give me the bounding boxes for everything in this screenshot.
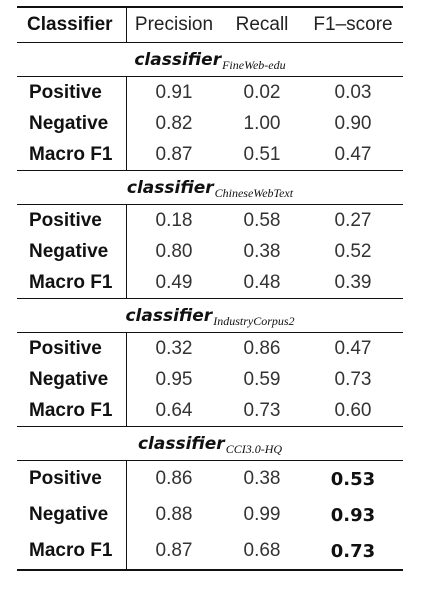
f1-cell: 0.52 [334,240,372,262]
row-label: Negative [17,108,127,139]
header-classifier: Classifier [17,8,127,42]
row-label: Macro F1 [17,533,127,569]
table-row: Positive 0.18 0.58 0.27 [17,205,403,236]
f1-cell: 0.27 [334,209,372,231]
precision-cell: 0.82 [155,112,193,134]
section-rule [17,170,403,171]
precision-cell: 0.18 [155,209,193,231]
precision-cell: 0.87 [155,540,193,561]
recall-cell: 0.99 [243,504,281,525]
table-row: Positive 0.91 0.02 0.03 [17,77,403,108]
f1-cell: 0.47 [334,337,372,359]
row-label: Positive [17,205,127,236]
table-row: Macro F1 0.49 0.48 0.39 [17,267,403,298]
section-rule [17,298,403,299]
top-rule [17,6,403,8]
row-label: Macro F1 [17,395,127,426]
section-rule [17,204,403,205]
header-f1-score: F1–score [313,14,393,35]
recall-cell: 0.86 [243,337,281,359]
table-row: Negative 0.95 0.59 0.73 [17,364,403,395]
row-label: Negative [17,236,127,267]
recall-cell: 0.38 [243,240,281,262]
results-table: Classifier Precision Recall F1–score cla… [17,6,403,571]
section-title-main: classifier [125,305,213,326]
section-title-sub: FineWeb-edu [222,58,286,72]
row-label: Macro F1 [17,267,127,298]
f1-cell: 0.73 [334,368,372,390]
row-label: Positive [17,77,127,108]
f1-cell: 0.03 [334,81,372,103]
table-row: Positive 0.32 0.86 0.47 [17,333,403,364]
section-body-cci3-hq: Positive 0.86 0.38 0.53 Negative 0.88 0.… [17,461,403,569]
table-row: Negative 0.80 0.38 0.52 [17,236,403,267]
section-title-main: classifier [137,433,225,454]
precision-cell: 0.95 [155,368,193,390]
table-row: Negative 0.88 0.99 0.93 [17,497,403,533]
row-label: Positive [17,333,127,364]
section-title-chinesewebtext: classifier ChineseWebText [17,171,403,204]
section-title-main: classifier [126,177,214,198]
table-row: Macro F1 0.64 0.73 0.60 [17,395,403,426]
precision-cell: 0.86 [155,468,193,489]
recall-cell: 0.38 [243,468,281,489]
section-title-industrycorpus2: classifier IndustryCorpus2 [17,299,403,332]
section-body-fineweb-edu: Positive 0.91 0.02 0.03 Negative 0.82 1.… [17,77,403,170]
row-label: Negative [17,364,127,395]
section-rule [17,460,403,461]
recall-cell: 1.00 [243,112,281,134]
header-row: Classifier Precision Recall F1–score [17,8,403,42]
section-rule [17,76,403,77]
table-row: Positive 0.86 0.38 0.53 [17,461,403,497]
recall-cell: 0.73 [243,399,281,421]
table-row: Macro F1 0.87 0.68 0.73 [17,533,403,569]
header-rule [17,42,403,43]
f1-cell: 0.90 [334,112,372,134]
section-body-industrycorpus2: Positive 0.32 0.86 0.47 Negative 0.95 0.… [17,333,403,426]
table-row: Negative 0.82 1.00 0.90 [17,108,403,139]
section-title-cci3-hq: classifier CCI3.0-HQ [17,427,403,460]
section-title-main: classifier [134,49,222,70]
table-row: Macro F1 0.87 0.51 0.47 [17,139,403,170]
recall-cell: 0.02 [243,81,281,103]
f1-cell-best: 0.73 [330,540,376,562]
precision-cell: 0.49 [155,271,193,293]
section-rule [17,332,403,333]
f1-cell-best: 0.93 [330,504,376,526]
row-label: Negative [17,497,127,533]
precision-cell: 0.87 [155,143,193,165]
section-body-chinesewebtext: Positive 0.18 0.58 0.27 Negative 0.80 0.… [17,205,403,298]
f1-cell: 0.60 [334,399,372,421]
row-label: Macro F1 [17,139,127,170]
section-title-sub: IndustryCorpus2 [213,314,295,328]
precision-cell: 0.32 [155,337,193,359]
precision-cell: 0.80 [155,240,193,262]
f1-cell: 0.39 [334,271,372,293]
recall-cell: 0.68 [243,540,281,561]
bottom-rule [17,569,403,571]
header-recall: Recall [235,14,289,35]
recall-cell: 0.59 [243,368,281,390]
section-rule [17,426,403,427]
section-title-sub: ChineseWebText [214,186,294,200]
recall-cell: 0.48 [243,271,281,293]
f1-cell-best: 0.53 [330,468,376,490]
precision-cell: 0.91 [155,81,193,103]
section-title-sub: CCI3.0-HQ [225,442,283,456]
precision-cell: 0.88 [155,504,193,525]
f1-cell: 0.47 [334,143,372,165]
section-title-fineweb-edu: classifier FineWeb-edu [17,43,403,76]
precision-cell: 0.64 [155,399,193,421]
header-precision: Precision [134,14,214,35]
recall-cell: 0.51 [243,143,281,165]
row-label: Positive [17,461,127,497]
recall-cell: 0.58 [243,209,281,231]
